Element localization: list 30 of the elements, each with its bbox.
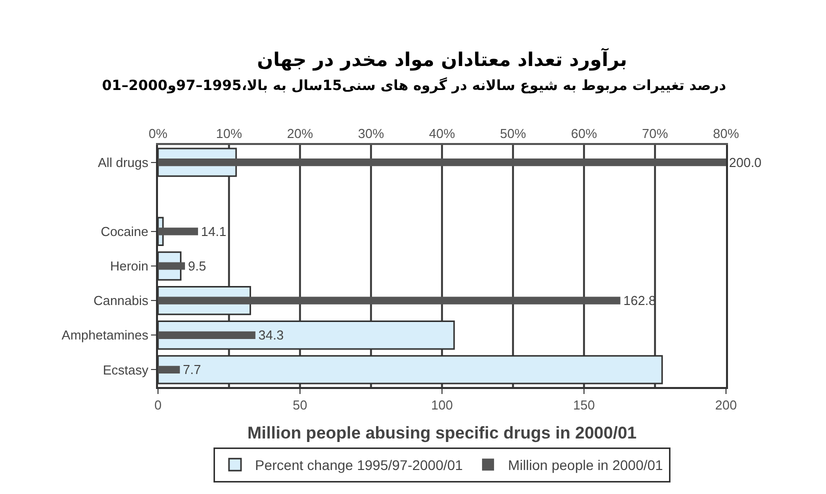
- x2-tick-label: 50%: [500, 126, 526, 142]
- x-tick-label: 0: [154, 398, 162, 413]
- chart-subtitle: درصد تغییرات مربوط به شیوع سالانه در گروه های سنی15سال به بالا،1995–97و2000–01: [102, 77, 726, 94]
- data-label: 14.1: [201, 224, 226, 239]
- legend-label: Million people in 2000/01: [508, 457, 664, 474]
- x2-tick-label: 20%: [286, 126, 314, 142]
- data-label: 200.0: [729, 154, 762, 170]
- x2-tick-label: 30%: [358, 126, 384, 142]
- y-tick-label: Ecstasy: [102, 362, 149, 378]
- y-tick-label: Amphetamines: [62, 328, 149, 343]
- x2-tick-label: 70%: [642, 126, 668, 142]
- y-tick-label: Cocaine: [100, 224, 148, 239]
- x-tick-label: 100: [431, 398, 453, 413]
- legend-label: Percent change 1995/97-2000/01: [255, 457, 464, 474]
- x2-tick-label: 40%: [428, 126, 456, 142]
- x-axis-title: Million people abusing specific drugs in 2000/01: [247, 424, 637, 442]
- x2-tick-label: 10%: [216, 126, 242, 142]
- chart-title: برآورد تعداد معتادان مواد مخدر در جهان: [257, 47, 628, 71]
- x-tick-label: 50: [292, 398, 308, 413]
- y-tick-label: All drugs: [98, 154, 149, 170]
- x2-tick-label: 60%: [570, 126, 598, 142]
- data-label: 7.7: [182, 362, 201, 378]
- y-tick-label: Cannabis: [93, 293, 149, 308]
- x-tick-label: 200: [715, 398, 737, 413]
- y-tick-label: Heroin: [110, 258, 148, 274]
- x2-tick-label: 0%: [148, 126, 168, 142]
- x2-tick-label: 80%: [712, 126, 740, 142]
- x-tick-label: 150: [573, 398, 595, 413]
- data-label: 34.3: [258, 328, 284, 343]
- data-label: 9.5: [188, 258, 206, 274]
